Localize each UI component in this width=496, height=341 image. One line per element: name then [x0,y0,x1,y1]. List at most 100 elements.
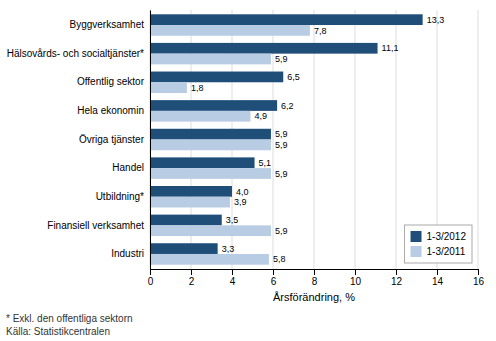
bars [150,14,423,264]
x-tick-mark [478,269,479,275]
x-tick-label: 12 [391,276,403,287]
y-tick: Handel [112,162,144,173]
bar [150,54,271,65]
y-tick: Industri [111,248,144,259]
data-label: 5,8 [273,254,286,264]
x-tick-mark [355,269,356,275]
bar [150,168,271,179]
legend: 1-3/2012 1-3/2011 [405,225,472,263]
x-tick-label: 14 [432,276,444,287]
x-tick-label: 10 [350,276,362,287]
bar [150,254,269,265]
bar [150,215,222,226]
x-tick: 10 [350,269,362,287]
y-tick-label: Offentlig sektor [77,76,145,87]
x-tick-label: 16 [473,276,485,287]
data-label: 5,9 [275,129,288,139]
bar [150,82,187,93]
x-tick-label: 6 [271,276,277,287]
x-axis: 0 2 4 6 8 10 12 14 16 [148,269,485,287]
bar [150,186,232,197]
grid-line [478,10,479,269]
footnote: Källa: Statistikcentralen [6,326,110,337]
data-label: 4,9 [254,111,267,121]
x-axis-title: Årsförändring, % [273,291,355,303]
bar [150,72,283,83]
x-tick-label: 4 [230,276,236,287]
data-label: 6,5 [287,72,300,82]
plot: 13,311,16,56,25,95,14,03,53,37,85,91,84,… [7,10,485,287]
bar [150,43,378,54]
x-tick-mark [396,269,397,275]
x-tick-mark [232,269,233,275]
y-tick-label: Handel [112,162,144,173]
y-tick-label: Byggverksamhet [70,19,145,30]
legend-item: 1-3/2012 [411,231,467,242]
y-tick-label: Industri [111,248,144,259]
legend-label: 1-3/2011 [427,246,466,257]
y-tick: Finansiell verksamhet [47,220,144,231]
y-tick: Byggverksamhet [70,19,145,30]
y-tick-label: Hela ekonomin [77,105,144,116]
data-label: 5,9 [275,169,288,179]
data-label: 5,9 [275,226,288,236]
bar [150,111,250,122]
data-label: 1,8 [191,83,204,93]
x-tick-mark [150,269,151,275]
grid-line [150,10,151,269]
bar [150,157,255,168]
y-axis-line [150,11,151,270]
legend-label: 1-3/2012 [427,231,467,242]
y-tick: Hela ekonomin [77,105,144,116]
y-tick-label: Övriga tjänster [79,134,145,145]
bar [150,140,271,151]
x-tick: 6 [271,269,277,287]
data-label: 3,9 [234,197,247,207]
data-label: 5,9 [275,54,288,64]
x-tick-mark [314,269,315,275]
data-label: 5,1 [259,158,272,168]
x-tick-label: 0 [148,276,154,287]
data-label: 6,2 [281,101,294,111]
x-axis-line [151,270,479,276]
x-tick-mark [191,269,192,275]
x-tick: 16 [473,269,485,287]
grid [150,10,478,269]
bar [150,14,423,25]
y-tick-label: Hälsovårds- och socialtjänster* [7,48,144,59]
x-tick: 2 [189,269,195,287]
legend-swatch [411,231,422,242]
x-tick: 0 [148,269,154,287]
x-tick-mark [273,269,274,275]
data-label: 7,8 [314,26,327,36]
x-tick: 14 [432,269,444,287]
bar [150,243,218,254]
legend-swatch [411,246,422,257]
y-tick: Övriga tjänster [79,134,145,145]
chart: 13,311,16,56,25,95,14,03,53,37,85,91,84,… [0,0,496,341]
y-tick-label: Finansiell verksamhet [47,220,144,231]
legend-box [405,225,472,263]
footnote: * Exkl. den offentliga sektorn [6,313,133,324]
y-tick-label: Utbildning* [96,191,144,202]
x-tick: 4 [230,269,236,287]
x-tick-mark [437,269,438,275]
bar [150,129,271,140]
data-label: 4,0 [236,187,249,197]
bar [150,225,271,236]
x-tick: 8 [312,269,318,287]
x-tick: 12 [391,269,403,287]
bar [150,100,277,111]
legend-item: 1-3/2011 [411,246,466,257]
data-label: 3,5 [226,215,239,225]
x-tick-label: 8 [312,276,318,287]
bar [150,197,230,208]
y-axis: Byggverksamhet Hälsovårds- och socialtjän… [7,11,151,270]
data-label: 3,3 [222,244,235,254]
x-tick-label: 2 [189,276,195,287]
data-label: 5,9 [275,140,288,150]
data-label: 13,3 [427,15,445,25]
bar [150,25,310,36]
y-tick: Offentlig sektor [77,76,145,87]
y-tick: Utbildning* [96,191,144,202]
